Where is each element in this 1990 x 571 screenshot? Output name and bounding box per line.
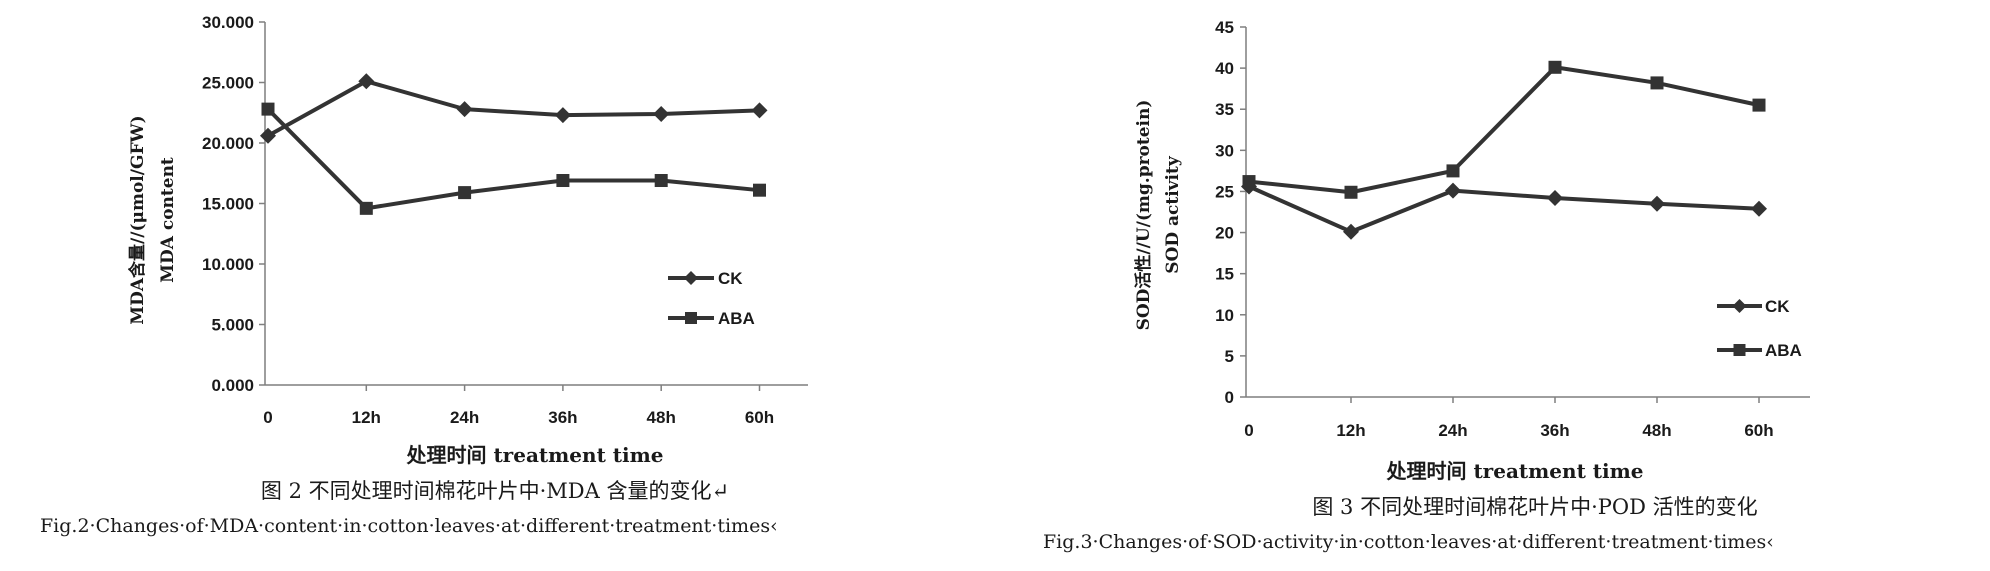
x-tick-label: 0 (1244, 421, 1253, 440)
x-tick-label: 36h (548, 408, 577, 427)
figure-caption-english: Fig.2·Changes·of·MDA·content·in·cotton·l… (40, 515, 778, 537)
data-point-ck (1649, 195, 1665, 212)
figure-caption-english: Fig.3·Changes·of·SOD·activity·in·cotton·… (1043, 531, 1774, 553)
y-tick-label: 0 (1225, 388, 1234, 407)
y-tick-label: 15 (1215, 265, 1234, 284)
data-point-aba (1752, 98, 1766, 112)
y-tick-label: 5.000 (211, 316, 254, 335)
data-point-aba (1650, 76, 1664, 90)
x-tick-label: 60h (745, 408, 774, 427)
series-ck (1241, 178, 1767, 240)
data-point-ck (1445, 182, 1461, 199)
x-tick-label: 12h (1336, 421, 1365, 440)
x-tick-label: 60h (1744, 421, 1773, 440)
data-point-ck (456, 101, 473, 118)
y-tick-label: 30 (1215, 141, 1234, 160)
x-tick-label: 36h (1540, 421, 1569, 440)
data-point-aba (458, 186, 472, 200)
series-aba (1242, 60, 1766, 199)
y-axis-subtitle: SOD activity (1163, 155, 1183, 274)
series-line-aba (1248, 65, 1760, 195)
y-tick-label: 10 (1215, 306, 1234, 325)
y-tick-label: 20 (1215, 224, 1234, 243)
series-line-ck (267, 79, 760, 138)
data-point-aba (753, 183, 766, 197)
legend: CK ABA (668, 269, 755, 328)
legend-marker-diamond (1732, 299, 1747, 313)
y-tick-label: 20.000 (202, 134, 254, 153)
x-tick-label: 24h (450, 408, 479, 427)
y-tick-label: 5 (1225, 347, 1234, 366)
y-axis-title: SOD活性//U/(mg.protein) (1133, 100, 1154, 331)
y-axis-subtitle: MDA content (158, 157, 178, 283)
data-point-ck (1343, 223, 1359, 240)
data-point-ck (554, 107, 571, 124)
data-point-aba (1446, 164, 1460, 178)
y-tick-label: 40 (1215, 59, 1234, 78)
figure-caption-chinese: 图 3 不同处理时间棉花叶片中·POD 活性的变化 (1312, 495, 1757, 519)
y-tick-label: 25 (1215, 182, 1234, 201)
x-tick-label: 48h (647, 408, 676, 427)
data-point-ck (1547, 190, 1563, 207)
y-tick-label: 15.000 (202, 195, 254, 214)
legend: CK ABA (1717, 297, 1802, 360)
data-point-ck (1751, 200, 1767, 217)
legend-marker-diamond (684, 271, 698, 285)
data-point-aba (1548, 60, 1562, 74)
data-point-ck (751, 102, 768, 119)
x-axis-title: 处理时间 treatment time (1385, 459, 1643, 483)
data-point-aba (359, 201, 373, 215)
chart-1: 0.000 5.000 10.000 15.000 20.000 25.000 30.000… (40, 13, 808, 537)
data-point-aba (261, 102, 275, 116)
data-point-aba (654, 174, 668, 188)
series-ck (260, 73, 768, 144)
y-tick-label: 0.000 (211, 376, 254, 395)
series-aba (261, 102, 766, 215)
data-point-ck (358, 73, 375, 90)
series-line-ck (1248, 184, 1760, 234)
x-tick-label: 0 (263, 408, 272, 427)
y-tick-label: 45 (1215, 18, 1234, 37)
x-axis-title: 处理时间 treatment time (405, 443, 663, 467)
data-point-aba (1344, 185, 1358, 199)
data-point-ck (653, 105, 670, 122)
y-tick-label: 35 (1215, 100, 1234, 119)
x-tick-label: 12h (352, 408, 381, 427)
legend-marker-square (685, 312, 697, 324)
data-point-aba (556, 174, 570, 188)
y-tick-label: 10.000 (202, 255, 254, 274)
legend-label-ck: CK (1765, 297, 1790, 316)
data-point-ck (260, 127, 276, 144)
legend-label-aba: ABA (718, 309, 755, 328)
legend-label-aba: ABA (1765, 341, 1802, 360)
x-tick-label: 24h (1438, 421, 1467, 440)
series-line-aba (266, 107, 760, 211)
y-axis-title: MDA含量//(μmol/GFW) (127, 115, 148, 324)
x-tick-label: 48h (1642, 421, 1671, 440)
legend-label-ck: CK (718, 269, 743, 288)
y-tick-label: 30.000 (202, 13, 254, 32)
chart-2: 0 5 10 15 20 25 30 35 40 45 0 12h 24h 36h 48h 60h CK ABA 处… (1043, 18, 1810, 553)
y-tick-label: 25.000 (202, 74, 254, 93)
legend-marker-square (1733, 344, 1746, 356)
figure-caption-chinese: 图 2 不同处理时间棉花叶片中·MDA 含量的变化↵ (261, 479, 729, 503)
data-point-aba (1242, 175, 1256, 189)
